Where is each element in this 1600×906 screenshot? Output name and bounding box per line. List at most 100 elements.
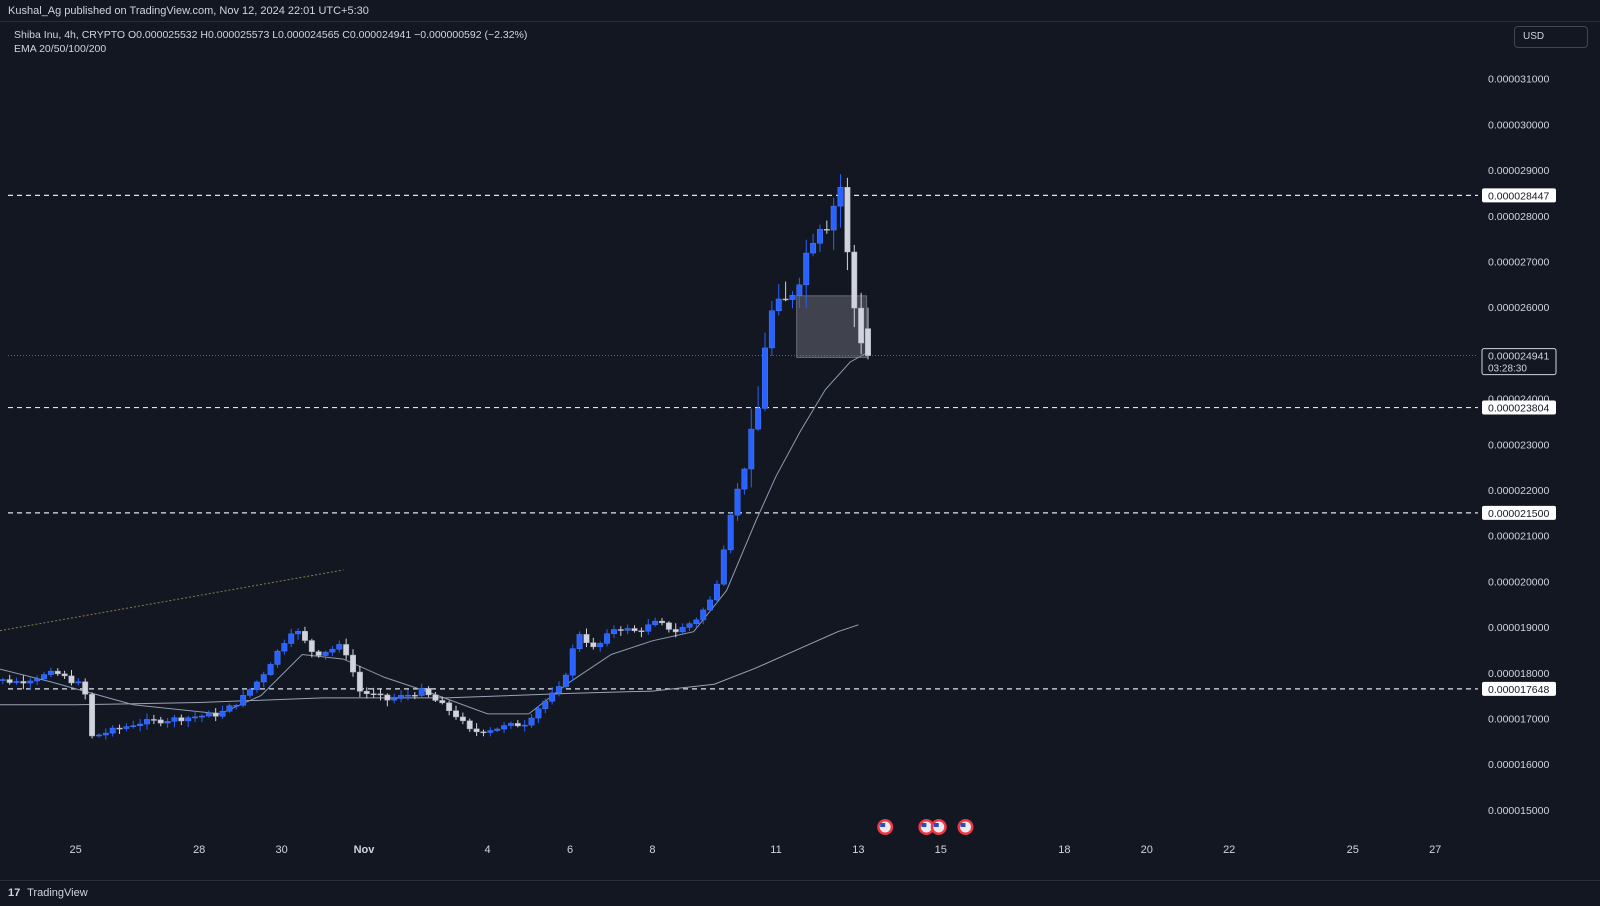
candle[interactable]	[816, 224, 823, 253]
candle[interactable]	[47, 667, 54, 678]
candle[interactable]	[54, 668, 61, 676]
candle[interactable]	[659, 618, 665, 626]
candle[interactable]	[727, 512, 734, 554]
candle[interactable]	[130, 720, 137, 729]
candle[interactable]	[679, 623, 686, 634]
tradingview-brand[interactable]: TradingView	[27, 887, 88, 899]
candle[interactable]	[507, 721, 514, 729]
candle[interactable]	[830, 197, 837, 250]
candle[interactable]	[810, 233, 817, 257]
candle[interactable]	[267, 662, 274, 676]
candle[interactable]	[322, 650, 329, 660]
candle[interactable]	[343, 638, 350, 660]
candle[interactable]	[672, 623, 679, 638]
candle[interactable]	[768, 301, 775, 357]
candle[interactable]	[144, 713, 150, 730]
price-axis[interactable]: 0.000031000 0.000030000 0.000029000 0.00002…	[1481, 74, 1557, 817]
candle[interactable]	[604, 629, 611, 647]
candle[interactable]	[89, 692, 96, 739]
candle[interactable]	[123, 723, 130, 732]
candle[interactable]	[363, 687, 370, 699]
candle[interactable]	[95, 733, 102, 738]
candle[interactable]	[775, 284, 782, 316]
candle[interactable]	[707, 596, 714, 612]
candle[interactable]	[157, 716, 164, 727]
candle[interactable]	[590, 637, 597, 650]
candle[interactable]	[762, 332, 768, 412]
candle[interactable]	[0, 677, 6, 685]
level-price-tag[interactable]	[1482, 681, 1556, 696]
currency-button[interactable]: USD	[1514, 26, 1588, 48]
candle[interactable]	[226, 703, 233, 713]
candle[interactable]	[597, 641, 604, 652]
candle[interactable]	[404, 689, 411, 701]
candle[interactable]	[350, 649, 356, 677]
candle[interactable]	[549, 686, 556, 705]
candle[interactable]	[308, 638, 315, 658]
us-flag-icon[interactable]	[957, 819, 974, 835]
candle[interactable]	[466, 718, 473, 732]
candle[interactable]	[411, 692, 418, 700]
candle[interactable]	[858, 292, 865, 355]
candle[interactable]	[20, 675, 27, 690]
candle[interactable]	[734, 482, 741, 521]
candle[interactable]	[6, 674, 13, 685]
last-price-tag[interactable]	[1481, 348, 1557, 376]
candle[interactable]	[617, 626, 624, 636]
candle[interactable]	[377, 689, 384, 701]
candle[interactable]	[329, 645, 336, 657]
candle[interactable]	[295, 628, 302, 640]
candle[interactable]	[453, 705, 459, 720]
candle[interactable]	[418, 683, 425, 698]
candle[interactable]	[741, 467, 748, 495]
candle[interactable]	[535, 706, 542, 724]
candle[interactable]	[260, 671, 267, 688]
candle[interactable]	[398, 690, 405, 703]
candle[interactable]	[281, 639, 288, 655]
candle[interactable]	[782, 281, 789, 302]
candle[interactable]	[713, 580, 720, 604]
candle[interactable]	[521, 720, 528, 732]
candle[interactable]	[205, 710, 212, 718]
candle[interactable]	[27, 677, 34, 690]
candle[interactable]	[480, 729, 487, 737]
level-price-tag[interactable]	[1482, 400, 1556, 415]
candle[interactable]	[610, 625, 617, 638]
candle[interactable]	[425, 686, 432, 698]
candle[interactable]	[315, 649, 322, 658]
candle[interactable]	[494, 727, 501, 733]
time-axis[interactable]: 25 28 30 Nov 4 6 8 11 13 15 18 20 22 25 27	[69, 844, 1441, 856]
candle[interactable]	[556, 681, 562, 697]
candle[interactable]	[851, 244, 858, 328]
trendline-segment[interactable]	[0, 569, 344, 636]
candle[interactable]	[473, 723, 480, 736]
candle[interactable]	[631, 625, 638, 633]
candle[interactable]	[61, 670, 68, 679]
candle[interactable]	[665, 621, 672, 633]
legend-indicator-line[interactable]: EMA 20/50/100/200	[14, 43, 106, 55]
candle[interactable]	[109, 725, 116, 737]
us-flag-icon[interactable]	[918, 819, 935, 835]
candle[interactable]	[192, 711, 199, 723]
candle[interactable]	[514, 720, 521, 728]
candle[interactable]	[41, 671, 47, 682]
candle[interactable]	[652, 617, 659, 627]
candle[interactable]	[198, 714, 205, 723]
candle[interactable]	[301, 626, 308, 644]
candle[interactable]	[68, 669, 75, 686]
candle[interactable]	[391, 693, 398, 704]
candle[interactable]	[82, 678, 89, 700]
candle[interactable]	[171, 714, 178, 728]
candle[interactable]	[233, 703, 240, 710]
candle[interactable]	[837, 174, 844, 228]
candle[interactable]	[219, 705, 226, 719]
candle[interactable]	[116, 724, 123, 735]
candle[interactable]	[487, 727, 494, 737]
us-flag-icon[interactable]	[930, 819, 947, 835]
candle[interactable]	[844, 177, 851, 271]
candle[interactable]	[288, 628, 295, 648]
event-markers[interactable]	[877, 819, 974, 835]
candle[interactable]	[789, 291, 796, 309]
candle[interactable]	[528, 714, 535, 728]
